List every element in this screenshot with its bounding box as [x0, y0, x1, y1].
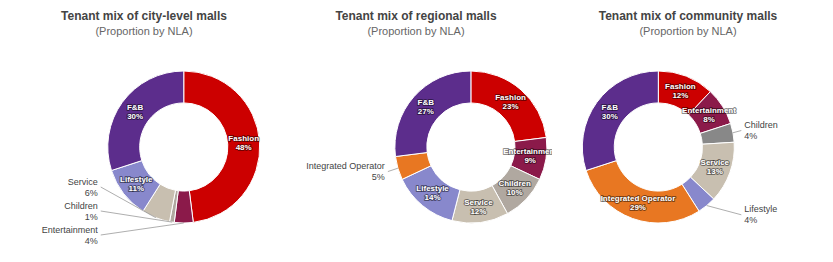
- svg-text:23%: 23%: [503, 102, 519, 111]
- svg-text:11%: 11%: [129, 184, 145, 193]
- svg-text:Entertainment: Entertainment: [682, 106, 736, 115]
- svg-text:48%: 48%: [236, 143, 252, 152]
- html-text:Tenant mix of city-level malls: Tenant mix of city-level malls: [61, 9, 227, 23]
- svg-text:Lifestyle: Lifestyle: [120, 175, 153, 184]
- svg-text:14%: 14%: [425, 193, 441, 202]
- html-text:(Proportion by NLA): (Proportion by NLA): [367, 25, 465, 37]
- svg-text:Integrated Operator: Integrated Operator: [601, 194, 676, 203]
- svg-text:Fashion: Fashion: [495, 93, 526, 102]
- svg-text:Fashion: Fashion: [228, 134, 259, 143]
- svg-text:9%: 9%: [524, 156, 536, 165]
- html-text:(Proportion by NLA): (Proportion by NLA): [95, 25, 193, 37]
- svg-text:12%: 12%: [672, 91, 688, 100]
- svg-text:27%: 27%: [418, 107, 434, 116]
- html-text:Tenant mix of community malls: Tenant mix of community malls: [598, 9, 778, 23]
- svg-text:10%: 10%: [507, 188, 523, 197]
- svg-text:6%: 6%: [85, 188, 98, 198]
- svg-text:Integrated Operator: Integrated Operator: [306, 161, 385, 171]
- svg-text:Children: Children: [744, 120, 778, 130]
- svg-text:Children: Children: [498, 179, 531, 188]
- html-text:Tenant mix of regional malls: Tenant mix of regional malls: [335, 9, 497, 23]
- svg-text:4%: 4%: [744, 131, 757, 141]
- svg-text:4%: 4%: [744, 215, 757, 225]
- svg-text:Lifestyle: Lifestyle: [744, 204, 777, 214]
- svg-text:Service: Service: [68, 177, 98, 187]
- svg-text:29%: 29%: [630, 203, 646, 212]
- svg-text:F&B: F&B: [127, 103, 144, 112]
- svg-text:5%: 5%: [372, 172, 385, 182]
- svg-text:Service: Service: [464, 198, 493, 207]
- svg-text:Entertainment: Entertainment: [42, 225, 99, 235]
- svg-text:Children: Children: [64, 201, 98, 211]
- svg-text:Fashion: Fashion: [665, 82, 696, 91]
- svg-text:8%: 8%: [703, 115, 715, 124]
- svg-text:Entertainment: Entertainment: [503, 147, 552, 156]
- svg-text:F&B: F&B: [418, 98, 435, 107]
- svg-text:30%: 30%: [602, 112, 618, 121]
- svg-text:1%: 1%: [85, 212, 98, 222]
- svg-text:12%: 12%: [470, 207, 486, 216]
- svg-text:4%: 4%: [85, 236, 98, 246]
- svg-text:30%: 30%: [127, 112, 143, 121]
- svg-text:Service: Service: [701, 158, 730, 167]
- html-text:(Proportion by NLA): (Proportion by NLA): [639, 25, 737, 37]
- svg-text:F&B: F&B: [602, 103, 619, 112]
- svg-text:Lifestyle: Lifestyle: [416, 184, 449, 193]
- svg-text:13%: 13%: [707, 167, 723, 176]
